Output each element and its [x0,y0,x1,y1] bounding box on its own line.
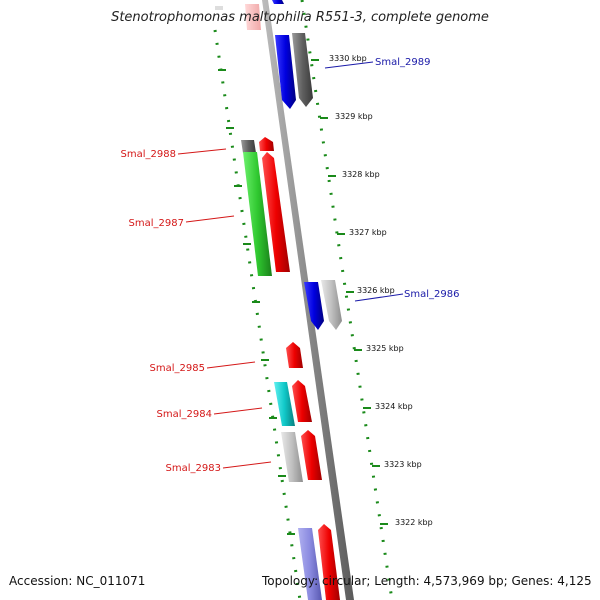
gene-smal-2987-red [262,152,290,272]
inner-tick-line [213,29,302,600]
tick-label-3326: 3326 kbp [357,286,395,295]
gene-label-smal-2987[interactable]: Smal_2987 [129,218,184,229]
gene-label-leaders [177,61,404,469]
tick-label-3325: 3325 kbp [366,344,404,353]
gene-partial-bottom-red [318,524,340,600]
gene-partial-bottom-lavender [298,528,322,600]
gene-label-smal-2986[interactable]: Smal_2986 [404,289,459,300]
gene-label-smal-2984[interactable]: Smal_2984 [157,409,212,420]
gene-smal-2984-cyan [274,382,295,426]
gene-smal-2986-lightgray [321,280,342,330]
gene-partial-top-pink [245,4,261,30]
gene-label-smal-2989[interactable]: Smal_2989 [375,57,430,68]
tick-label-3323: 3323 kbp [384,460,422,469]
map-title: Stenotrophomonas maltophilia R551-3, com… [111,10,489,25]
inner-major-ticks [218,69,295,535]
outer-major-ticks [311,59,388,525]
summary-text: Topology: circular; Length: 4,573,969 bp… [262,574,592,588]
gene-label-smal-2988[interactable]: Smal_2988 [121,149,176,160]
gene-smal-2989-gray [292,33,313,107]
gene-smal-2983-lightgray [281,432,303,482]
gene-smal-2986-blue [304,282,324,330]
tick-label-3324: 3324 kbp [375,402,413,411]
accession-text: Accession: NC_011071 [9,574,146,588]
gene-label-smal-2985[interactable]: Smal_2985 [150,363,205,374]
gene-smal-2983-red [301,430,322,480]
gene-smal-2988-red-arrow [259,137,274,151]
gene-smal-2984-red [292,380,312,422]
gene-label-smal-2983[interactable]: Smal_2983 [166,463,221,474]
gene-partial-top-blue [272,0,284,4]
gene-smal-2989-blue [275,35,296,109]
gene-smal-2988-gray [241,140,256,153]
tick-label-3322: 3322 kbp [395,518,433,527]
gene-labels: Smal_2989 Smal_2988 Smal_2987 Smal_2986 … [121,57,460,474]
gene-smal-2985-red [286,342,303,368]
tick-labels: 3330 kbp 3329 kbp 3328 kbp 3327 kbp 3326… [329,54,433,527]
tick-label-3329: 3329 kbp [335,112,373,121]
gene-smal-2987-green [243,152,272,276]
tick-label-3327: 3327 kbp [349,228,387,237]
tick-label-3330: 3330 kbp [329,54,367,63]
tick-label-3328: 3328 kbp [342,170,380,179]
gene-partial-top-gray [215,6,223,10]
